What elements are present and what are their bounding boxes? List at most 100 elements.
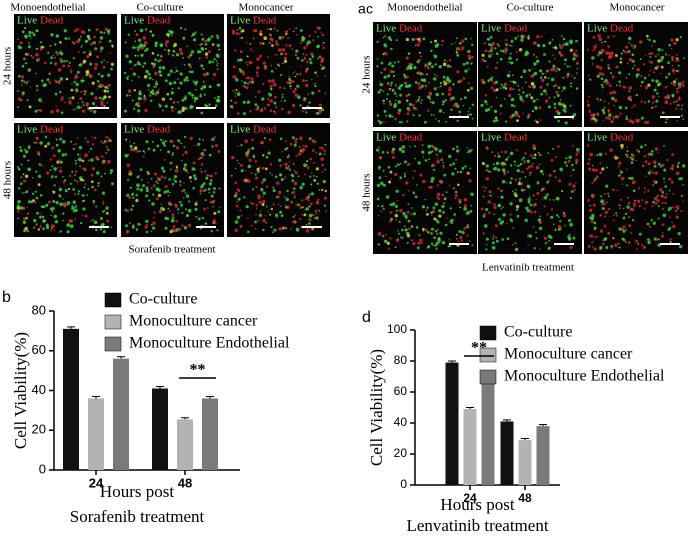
- cell: [256, 176, 258, 179]
- cell: [559, 167, 563, 171]
- live-label: Live: [587, 23, 607, 35]
- cell: [437, 86, 440, 89]
- cell: [516, 214, 520, 218]
- cell: [314, 71, 317, 75]
- cell: [489, 49, 493, 53]
- cell: [607, 63, 610, 67]
- cell: [559, 103, 563, 106]
- cell: [624, 51, 627, 54]
- cell: [236, 193, 238, 196]
- cell: [59, 52, 64, 56]
- cell: [124, 154, 129, 158]
- cell: [438, 214, 442, 218]
- cell: [126, 209, 130, 213]
- cell: [627, 241, 631, 244]
- cell: [650, 52, 654, 55]
- cell: [62, 181, 65, 184]
- cell: [318, 209, 321, 212]
- cell: [575, 39, 578, 43]
- cell: [279, 137, 283, 140]
- cell: [200, 168, 202, 170]
- cell: [459, 42, 462, 45]
- cell: [160, 74, 163, 77]
- cell: [594, 168, 598, 172]
- cell: [414, 145, 416, 148]
- cell: [484, 224, 488, 228]
- cell: [310, 172, 313, 174]
- cell: [631, 219, 635, 222]
- cell: [435, 117, 437, 120]
- cell: [482, 195, 485, 198]
- cell: [142, 150, 145, 153]
- cell: [460, 239, 463, 242]
- cell: [537, 218, 542, 222]
- cell: [59, 57, 63, 61]
- cell: [237, 112, 240, 115]
- cell: [389, 170, 393, 174]
- cell: [573, 77, 576, 80]
- cell: [75, 82, 79, 87]
- cell: [111, 182, 114, 186]
- cell: [239, 50, 243, 54]
- cell: [651, 171, 654, 174]
- cell: [35, 170, 38, 173]
- cell: [404, 228, 408, 232]
- cell: [146, 224, 149, 226]
- cell: [506, 237, 510, 240]
- cell: [527, 244, 529, 246]
- cell: [260, 187, 264, 192]
- cell: [323, 149, 326, 152]
- cell: [81, 30, 85, 34]
- cell: [471, 117, 474, 120]
- cell: [104, 151, 108, 155]
- cell: [282, 62, 284, 65]
- cell: [239, 69, 243, 73]
- cell: [562, 76, 565, 79]
- cell: [238, 27, 242, 30]
- cell: [140, 178, 143, 181]
- cell: [592, 203, 596, 207]
- cell: [127, 178, 130, 181]
- cell: [75, 88, 79, 92]
- cell: [66, 223, 70, 227]
- cell: [20, 176, 23, 179]
- cell: [191, 106, 193, 109]
- cell: [324, 93, 326, 96]
- cell: [500, 207, 503, 210]
- cell: [262, 191, 266, 195]
- cell: [283, 99, 286, 102]
- cell: [466, 147, 468, 149]
- cell: [491, 76, 494, 78]
- cell: [416, 184, 418, 186]
- cell: [437, 157, 439, 159]
- cell: [320, 31, 323, 34]
- cell: [302, 206, 304, 209]
- cell: [677, 161, 680, 164]
- cell: [535, 56, 538, 59]
- cell: [424, 198, 427, 201]
- y-tick-label: 80: [32, 302, 46, 317]
- x-tick-label: 24: [463, 491, 477, 505]
- cell: [54, 92, 58, 96]
- cell: [510, 103, 514, 107]
- cell: [495, 96, 498, 99]
- cell: [488, 43, 491, 46]
- cell: [609, 91, 613, 95]
- cell: [519, 164, 521, 167]
- cell: [461, 166, 465, 170]
- cell: [143, 94, 146, 97]
- cell: [497, 44, 501, 48]
- cell: [380, 157, 382, 160]
- cell: [131, 79, 133, 82]
- cell: [656, 238, 659, 241]
- cell: [514, 247, 519, 252]
- cell: [677, 97, 681, 101]
- cell: [571, 190, 574, 193]
- cell: [470, 62, 473, 65]
- cell: [454, 190, 458, 194]
- cell: [602, 202, 606, 206]
- cell: [105, 28, 107, 31]
- cell: [468, 57, 471, 60]
- cell: [151, 52, 154, 55]
- cell: [69, 224, 74, 228]
